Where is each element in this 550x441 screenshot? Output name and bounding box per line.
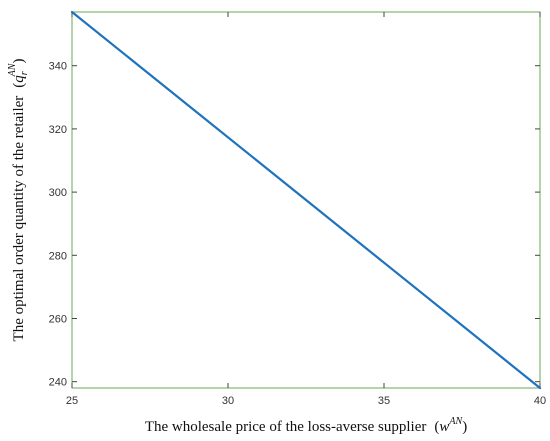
series-line-1 <box>70 10 542 390</box>
x-axis-ticks: 25 30 35 40 <box>66 12 546 407</box>
x-axis-label-superscript: AN <box>448 416 463 427</box>
x-axis-label-text: The wholesale price of the loss-averse s… <box>145 419 427 435</box>
y-tick-label: 320 <box>49 124 67 136</box>
axes-box <box>71 11 541 389</box>
y-axis-label-text: The optimal order quantity of the retail… <box>11 96 27 342</box>
x-tick-label: 30 <box>222 395 234 407</box>
y-tick-label: 280 <box>49 250 67 262</box>
y-tick-label: 340 <box>49 61 67 73</box>
axes-frame <box>71 11 541 389</box>
x-tick-label: 35 <box>378 395 390 407</box>
y-axis-ticks: 240 260 280 300 320 340 <box>49 61 540 389</box>
y-tick-label: 300 <box>49 187 67 199</box>
x-tick-label: 40 <box>534 395 546 407</box>
y-tick-label: 240 <box>49 377 67 389</box>
x-axis-label-symbol: w <box>439 419 449 435</box>
y-axis-label-symbol: q <box>11 75 27 83</box>
x-axis-label: The wholesale price of the loss-averse s… <box>145 416 467 435</box>
y-axis-label-superscript: AN <box>7 62 18 77</box>
x-tick-label: 25 <box>66 395 78 407</box>
y-axis-label-subscript: r <box>19 71 30 75</box>
series-layer <box>70 10 542 390</box>
y-axis-label: The optimal order quantity of the retail… <box>7 59 30 342</box>
y-tick-label: 260 <box>49 313 67 325</box>
